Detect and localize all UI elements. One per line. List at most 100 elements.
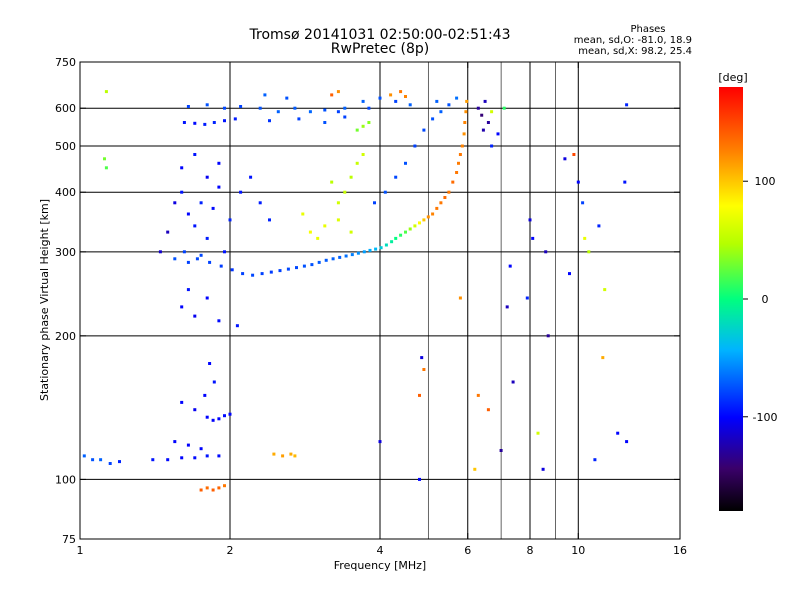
data-point <box>373 201 376 205</box>
data-point <box>166 230 170 234</box>
data-point <box>118 460 121 464</box>
data-point <box>336 90 340 94</box>
data-point <box>462 132 466 136</box>
data-point <box>343 190 347 194</box>
data-point <box>205 296 209 300</box>
x-tick-label: 1 <box>77 544 84 557</box>
colorbar-label: [deg] <box>718 71 747 84</box>
data-point <box>239 190 243 194</box>
data-point <box>308 230 312 234</box>
y-axis-label: Stationary phase Virtual Height [km] <box>38 199 51 401</box>
data-point <box>186 212 190 216</box>
data-point <box>205 175 209 179</box>
data-point <box>99 458 103 462</box>
data-point <box>223 250 226 254</box>
data-point <box>439 201 443 205</box>
data-point <box>505 305 509 309</box>
data-point <box>476 393 480 397</box>
data-point <box>426 215 430 219</box>
data-point <box>458 153 462 156</box>
data-point <box>572 153 576 156</box>
data-point <box>439 110 443 114</box>
data-point <box>413 144 417 148</box>
data-point <box>323 108 327 112</box>
data-point <box>217 319 221 323</box>
data-point <box>302 264 306 268</box>
data-point <box>361 99 365 103</box>
data-point <box>480 113 484 117</box>
data-point <box>281 454 285 458</box>
data-point <box>531 236 535 240</box>
data-point <box>249 175 253 179</box>
data-point <box>490 144 494 148</box>
colorbar-ticks: 100 0 -100 <box>743 175 777 424</box>
data-point <box>349 175 353 179</box>
data-point <box>422 218 426 222</box>
colorbar-tick-label: 0 <box>762 293 769 306</box>
data-point <box>418 393 421 397</box>
data-point <box>268 218 271 222</box>
data-point <box>528 218 532 222</box>
data-point <box>205 236 209 240</box>
data-point <box>394 99 398 103</box>
x-tick-label: 2 <box>227 544 234 557</box>
data-point <box>211 418 215 422</box>
data-point <box>293 454 297 458</box>
x-tick-label: 8 <box>527 544 534 557</box>
y-tick-label: 600 <box>55 102 76 115</box>
data-point <box>483 99 487 103</box>
data-point <box>508 264 512 268</box>
colorbar <box>719 87 743 511</box>
stats-title: Phases <box>630 24 665 35</box>
data-point <box>180 166 184 170</box>
data-point <box>301 212 305 216</box>
data-point <box>223 484 226 488</box>
data-point <box>219 264 223 268</box>
data-point <box>356 251 360 255</box>
data-point <box>212 121 216 124</box>
data-point <box>91 458 95 462</box>
data-point <box>108 462 112 465</box>
data-point <box>228 218 232 222</box>
data-point <box>180 190 184 194</box>
data-point <box>235 324 239 328</box>
data-point <box>258 106 262 110</box>
data-point <box>104 166 108 170</box>
data-point <box>263 93 267 97</box>
y-tick-label: 100 <box>55 473 76 486</box>
data-point <box>536 431 540 435</box>
data-point <box>293 106 297 110</box>
x-axis-label: Frequency [MHz] <box>334 559 426 572</box>
data-point <box>295 266 298 270</box>
data-point <box>616 431 620 435</box>
data-point <box>211 206 215 210</box>
data-point <box>173 257 177 261</box>
data-point <box>336 218 340 222</box>
data-point <box>502 106 506 110</box>
grid <box>80 62 680 539</box>
chart-title: Tromsø 20141031 02:50:00-02:51:43 <box>249 27 511 43</box>
y-tick-label: 500 <box>55 140 76 153</box>
data-point <box>581 201 585 205</box>
data-point <box>418 477 421 481</box>
data-point <box>490 110 494 114</box>
data-point <box>455 171 459 174</box>
data-point <box>463 121 467 124</box>
data-point <box>378 440 382 444</box>
data-point <box>186 443 190 447</box>
data-point <box>233 117 237 121</box>
data-point <box>511 380 515 384</box>
data-point <box>338 255 342 259</box>
data-point <box>447 190 451 194</box>
data-point <box>276 110 280 114</box>
data-point <box>587 250 591 254</box>
data-point <box>390 240 394 244</box>
data-point <box>182 121 186 124</box>
data-point <box>443 196 447 199</box>
data-point <box>408 103 412 107</box>
data-point <box>203 393 207 397</box>
data-point <box>541 467 545 471</box>
data-point <box>317 260 321 264</box>
data-point <box>205 415 209 419</box>
data-point <box>603 288 607 292</box>
